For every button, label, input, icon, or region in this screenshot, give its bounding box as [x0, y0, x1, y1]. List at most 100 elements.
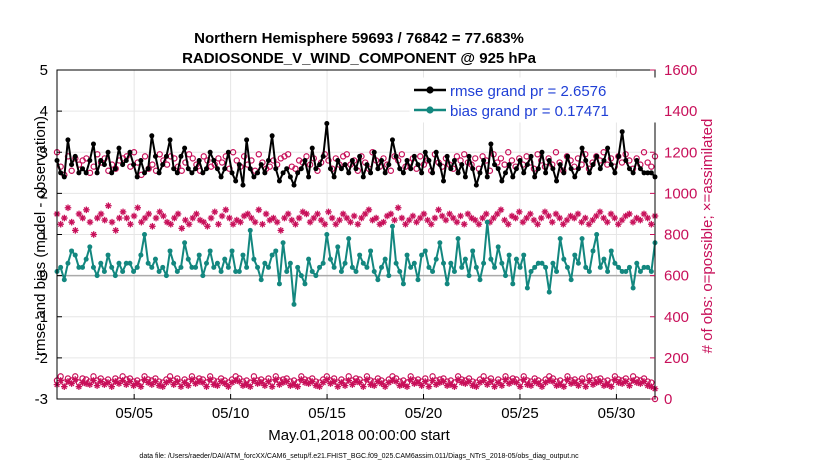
obs-assimilated-point [339, 210, 347, 218]
bias-point [287, 260, 293, 266]
obs-assimilated-point [277, 227, 285, 234]
bias-point [156, 269, 162, 275]
bias-point [284, 269, 290, 275]
obs-assimilated-low-point [538, 383, 546, 390]
rmse-point [251, 174, 257, 180]
obs-possible-point [141, 153, 149, 160]
rmse-point [156, 170, 162, 176]
rmse-point [579, 145, 585, 151]
rmse-point [415, 162, 421, 168]
rmse-point [492, 162, 498, 168]
rmse-point [477, 170, 483, 176]
rmse-point [145, 166, 151, 172]
bias-point [594, 232, 600, 237]
bias-point [568, 277, 574, 283]
obs-assimilated-low-point [177, 383, 185, 390]
bias-point [200, 273, 206, 279]
bias-point [306, 256, 312, 262]
legend-bias-marker [426, 106, 434, 114]
bias-point [291, 301, 297, 307]
obs-assimilated-point [534, 220, 541, 228]
obs-assimilated-low-point [93, 382, 101, 389]
y-tick-label: -1 [35, 309, 48, 326]
obs-assimilated-point [585, 220, 593, 228]
rmse-point [302, 157, 308, 163]
obs-assimilated-point [530, 216, 538, 224]
rmse-point [273, 166, 279, 172]
rmse-point [87, 157, 93, 163]
obs-assimilated-low-point [392, 378, 400, 385]
rmse-point [506, 162, 512, 168]
rmse-point [419, 170, 425, 176]
obs-assimilated-low-point [166, 377, 174, 384]
rmse-point [626, 166, 632, 172]
y-tick-label: 5 [40, 62, 48, 79]
bias-point [298, 273, 304, 279]
obs-assimilated-point [83, 206, 90, 214]
obs-assimilated-point [350, 212, 358, 220]
rmse-point [229, 170, 235, 176]
rmse-point [331, 174, 337, 180]
obs-assimilated-low-point [465, 378, 473, 385]
bias-point [338, 269, 344, 275]
bias-point [131, 269, 137, 275]
bias-point [149, 264, 155, 270]
bias-point [524, 285, 530, 291]
obs-assimilated-point [68, 218, 75, 226]
obs-assimilated-point [394, 204, 402, 212]
obs-possible-point [156, 151, 163, 158]
bias-point [255, 264, 261, 270]
rmse-point [174, 170, 180, 176]
rmse-point [196, 157, 202, 163]
bias-point [142, 232, 148, 237]
rmse-point [357, 153, 363, 159]
obs-assimilated-low-point [184, 382, 192, 389]
obs-assimilated-low-point [126, 378, 134, 385]
obs-assimilated-low-point [626, 382, 633, 389]
bias-point [324, 232, 330, 237]
bias-point [448, 260, 454, 266]
obs-assimilated-point [347, 218, 354, 226]
bias-point [634, 260, 640, 266]
bias-point [335, 244, 341, 250]
obs-assimilated-point [218, 212, 226, 220]
rmse-point [58, 170, 64, 176]
rmse-point [543, 170, 549, 176]
obs-assimilated-low-point [188, 376, 196, 383]
rmse-point [138, 157, 144, 163]
rmse-point [276, 178, 282, 184]
obs-assimilated-low-point [199, 379, 207, 386]
rmse-point [535, 166, 541, 172]
bias-point [69, 248, 75, 254]
obs-assimilated-point [574, 210, 582, 218]
rmse-point [648, 170, 654, 176]
obs-assimilated-point [515, 208, 523, 216]
bias-point [138, 252, 144, 258]
bias-point [637, 269, 643, 275]
legend-bias-label: bias grand pr = 0.17471 [450, 103, 609, 120]
obs-assimilated-point [537, 214, 545, 222]
legend-rmse-label: rmse grand pr = 2.6576 [450, 83, 606, 100]
obs-assimilated-point [94, 214, 101, 222]
obs-assimilated-low-point [640, 378, 648, 385]
obs-assimilated-point [427, 220, 435, 228]
bias-point [481, 260, 487, 266]
obs-assimilated-low-point [206, 376, 214, 383]
obs-assimilated-point [72, 227, 79, 234]
obs-assimilated-low-point [451, 383, 458, 390]
obs-assimilated-point [86, 218, 94, 226]
y-tick-label: 3 [40, 144, 48, 161]
rmse-point [262, 170, 268, 176]
rmse-point [236, 162, 242, 168]
obs-assimilated-point [424, 216, 431, 224]
obs-assimilated-low-point [119, 377, 126, 384]
bias-point [473, 264, 479, 270]
rmse-point [400, 170, 406, 176]
obs-assimilated-low-point [341, 382, 349, 389]
rmse-point [120, 162, 126, 168]
y-tick-label: 1 [40, 227, 48, 244]
obs-assimilated-point [629, 218, 637, 226]
rmse-point [368, 170, 374, 176]
obs-assimilated-low-point [578, 378, 586, 385]
obs-assimilated-low-point [513, 379, 520, 386]
